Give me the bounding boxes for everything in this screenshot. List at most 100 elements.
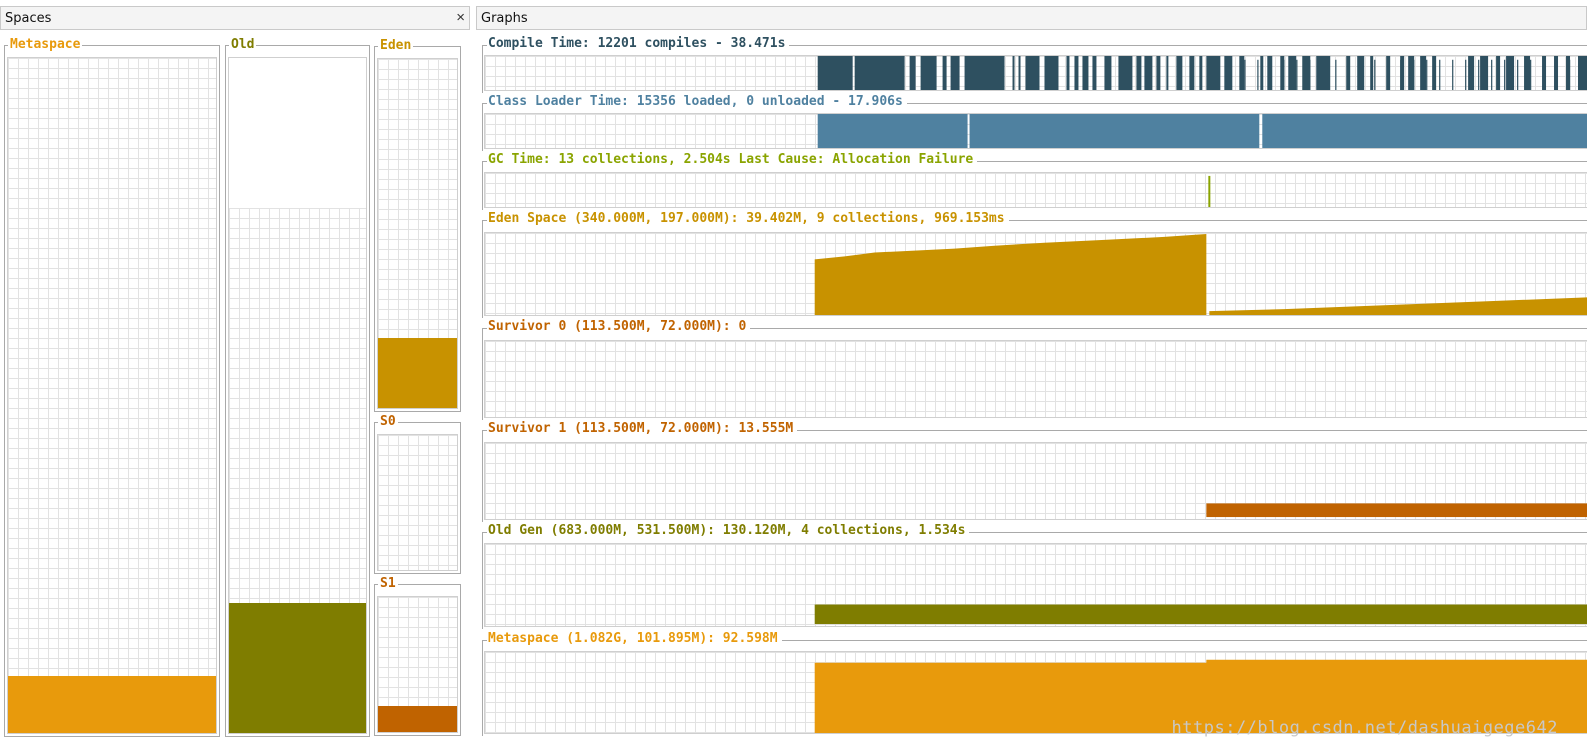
eden-area-1 <box>814 233 1207 315</box>
graph-class-loader-title: Class Loader Time: 15356 loaded, 0 unloa… <box>487 94 907 110</box>
space-eden: Eden <box>374 38 461 412</box>
graph-old-gen-plot <box>484 543 1587 627</box>
spaces-pane-title: Spaces <box>5 11 52 26</box>
compile-burst <box>950 56 960 90</box>
compile-spike <box>1296 59 1298 90</box>
classloader-segment <box>1262 114 1587 148</box>
compile-burst <box>1302 56 1311 90</box>
compile-burst <box>1082 56 1089 90</box>
class-loader-chart <box>817 114 1587 148</box>
graphs-pane-title: Graphs <box>481 11 528 26</box>
compile-spike <box>1322 59 1324 90</box>
compile-spike <box>1465 59 1467 90</box>
compile-burst <box>1189 56 1195 90</box>
space-old-grid <box>228 57 367 734</box>
compile-burst <box>1420 56 1427 90</box>
compile-burst <box>1370 56 1374 90</box>
compile-burst <box>1506 56 1515 90</box>
compile-spike <box>1283 59 1285 90</box>
space-eden-label: Eden <box>378 38 414 54</box>
graph-eden-space-plot <box>484 232 1587 316</box>
classloader-segment <box>817 114 968 148</box>
space-metaspace-label: Metaspace <box>8 37 83 53</box>
compile-spike <box>1452 59 1454 90</box>
compile-burst <box>1104 56 1112 90</box>
space-metaspace-fill <box>8 675 216 733</box>
compile-spike <box>1569 59 1571 90</box>
compile-spike <box>1244 59 1246 90</box>
compile-burst <box>1092 56 1097 90</box>
compile-burst <box>1012 56 1015 90</box>
space-eden-grid <box>377 58 458 409</box>
space-old-label: Old <box>229 37 257 53</box>
space-metaspace: Metaspace <box>4 37 220 737</box>
space-old: Old <box>225 37 370 737</box>
compile-burst <box>1288 56 1297 90</box>
graph-metaspace-plot <box>484 651 1587 734</box>
old-gen-chart <box>814 604 1587 625</box>
graphs-pane-header: Graphs <box>476 6 1587 30</box>
space-s1-fill <box>378 706 457 732</box>
compile-spike <box>1387 59 1389 90</box>
space-s1-grid <box>377 596 458 733</box>
compile-spike <box>1426 59 1428 90</box>
graph-gc-time: GC Time: 13 collections, 2.504s Last Cau… <box>482 152 1587 210</box>
space-metaspace-grid <box>7 57 217 734</box>
compile-spike <box>1400 59 1402 90</box>
compile-spike <box>1491 59 1493 90</box>
compile-spike <box>1504 59 1506 90</box>
compile-burst <box>1118 56 1133 90</box>
compile-burst <box>909 56 916 90</box>
compile-burst <box>1566 56 1571 90</box>
compile-spike <box>1374 59 1376 90</box>
graph-gc-time-plot <box>484 172 1587 208</box>
compile-burst <box>1357 56 1365 90</box>
compile-spike <box>1361 59 1363 90</box>
spaces-pane-header: Spaces × <box>0 6 470 30</box>
compile-spike <box>1257 59 1259 90</box>
compile-burst <box>1206 56 1221 90</box>
graph-class-loader-plot <box>484 113 1587 149</box>
eden-area-2 <box>1209 297 1587 315</box>
graph-class-loader-time: Class Loader Time: 15356 loaded, 0 unloa… <box>482 94 1587 151</box>
metaspace-area <box>814 659 1587 733</box>
space-old-fill <box>229 602 366 733</box>
graph-metaspace-title: Metaspace (1.082G, 101.895M): 92.598M <box>487 631 782 647</box>
compile-spike <box>1530 59 1532 90</box>
graph-metaspace: Metaspace (1.082G, 101.895M): 92.598M <box>482 631 1587 736</box>
space-s1: S1 <box>374 576 461 736</box>
compile-spike <box>1543 59 1545 90</box>
graph-eden-space-title: Eden Space (340.000M, 197.000M): 39.402M… <box>487 211 1009 227</box>
compile-spike <box>1270 59 1272 90</box>
compile-burst <box>1280 56 1285 90</box>
gc-time-chart <box>1208 175 1211 207</box>
compile-burst <box>817 56 853 90</box>
close-icon[interactable]: × <box>456 9 465 26</box>
compile-burst <box>1066 56 1070 90</box>
space-eden-fill <box>378 338 457 408</box>
metaspace-chart <box>814 659 1587 733</box>
compile-spike <box>1517 59 1519 90</box>
compile-spike <box>1413 59 1415 90</box>
survivor1-area <box>1206 503 1587 518</box>
graph-survivor-1-plot <box>484 442 1587 520</box>
compile-burst <box>1239 56 1245 90</box>
graph-survivor-1: Survivor 1 (113.500M, 72.000M): 13.555M <box>482 421 1587 522</box>
compile-burst <box>1468 56 1475 90</box>
compile-spike <box>1478 59 1480 90</box>
compile-time-chart <box>817 56 1587 90</box>
compile-burst <box>1018 56 1021 90</box>
graph-survivor-0-title: Survivor 0 (113.500M, 72.000M): 0 <box>487 319 751 335</box>
graph-compile-time-title: Compile Time: 12201 compiles - 38.471s <box>487 36 790 52</box>
graph-eden-space: Eden Space (340.000M, 197.000M): 39.402M… <box>482 211 1587 318</box>
compile-burst <box>1044 56 1059 90</box>
space-s1-label: S1 <box>378 576 398 592</box>
graph-gc-time-title: GC Time: 13 collections, 2.504s Last Cau… <box>487 152 978 168</box>
graph-survivor-0-plot <box>484 340 1587 418</box>
compile-burst <box>920 56 937 90</box>
graph-old-gen-title: Old Gen (683.000M, 531.500M): 130.120M, … <box>487 523 970 539</box>
gc-spike <box>1208 175 1211 207</box>
survivor-0-chart <box>485 341 1587 417</box>
compile-burst <box>1267 56 1273 90</box>
compile-burst <box>1224 56 1233 90</box>
